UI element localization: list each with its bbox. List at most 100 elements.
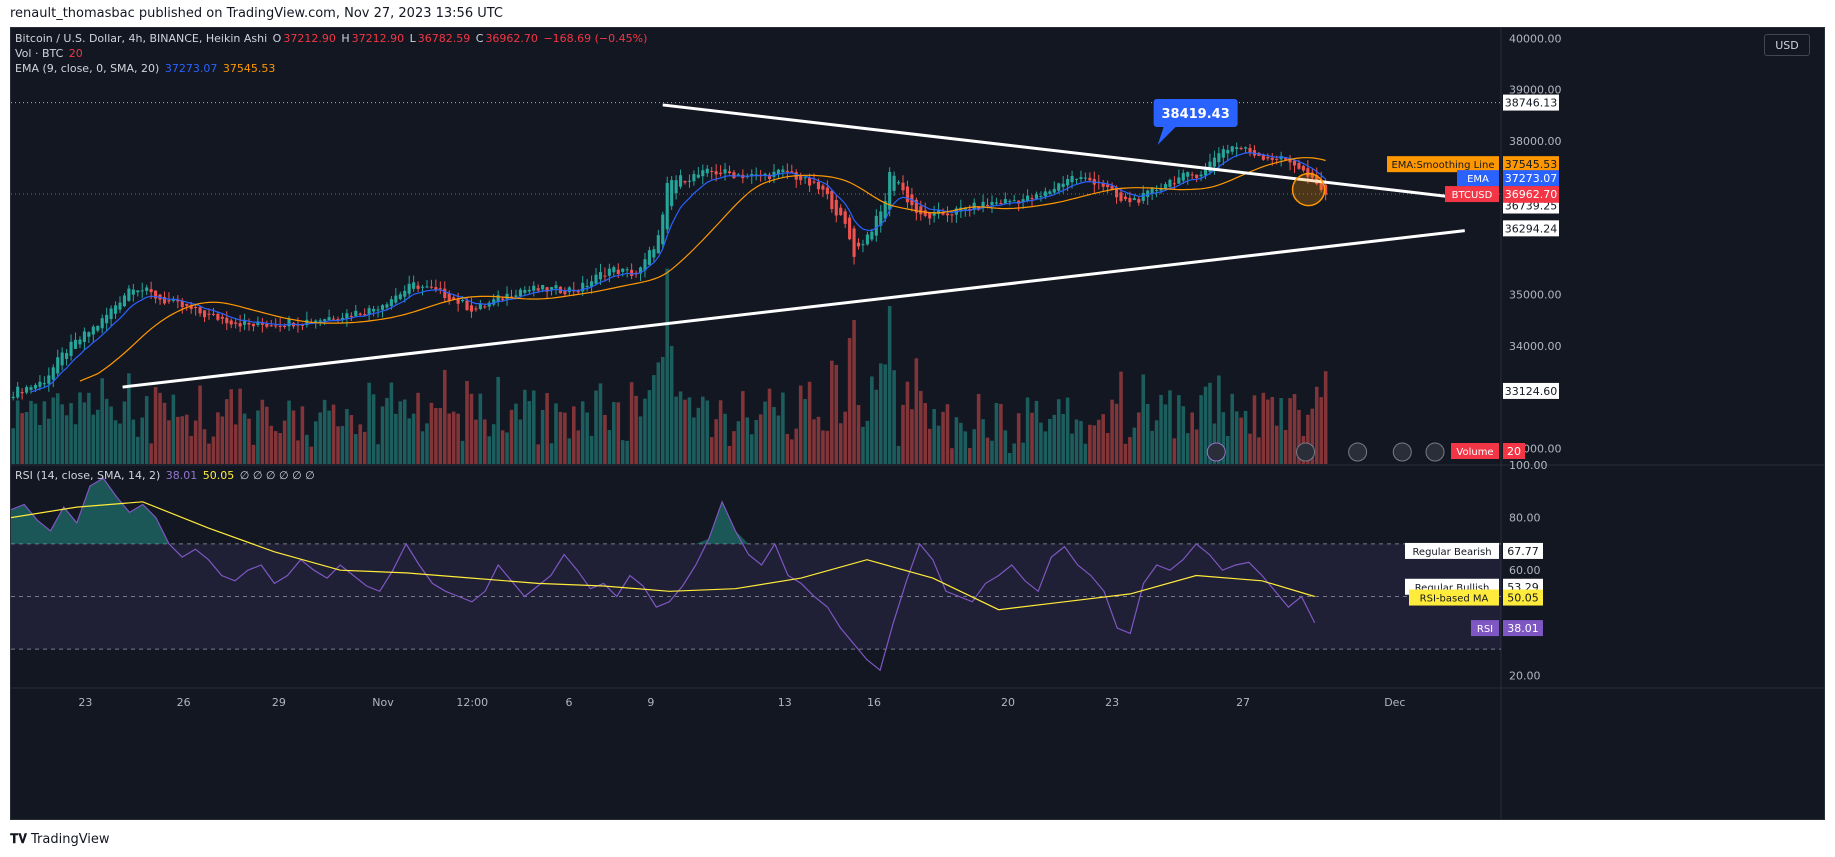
volume-bar bbox=[1274, 425, 1279, 464]
open-value: 37212.90 bbox=[283, 32, 336, 45]
candle-body bbox=[229, 320, 233, 325]
currency-button[interactable]: USD bbox=[1764, 34, 1810, 56]
volume-bar bbox=[629, 382, 634, 464]
volume-bar bbox=[1243, 410, 1248, 464]
volume-bar bbox=[976, 393, 981, 464]
volume-bar bbox=[1270, 397, 1275, 464]
volume-bar bbox=[758, 414, 763, 464]
volume-bar bbox=[1154, 420, 1159, 464]
volume-bar bbox=[1172, 438, 1177, 464]
price-tick-label: 39000.00 bbox=[1509, 84, 1562, 97]
candle-body bbox=[109, 308, 113, 320]
volume-bar bbox=[1181, 406, 1186, 464]
chart-svg[interactable]: 40000.00 39000.00 38000.00 35000.00 34000.00… bbox=[11, 28, 1824, 819]
volume-bar bbox=[554, 403, 558, 464]
candle-body bbox=[514, 295, 518, 297]
symbol-label: Bitcoin / U.S. Dollar, 4h, BINANCE, Heik… bbox=[15, 32, 268, 45]
volume-bar bbox=[158, 392, 162, 464]
volume-bar bbox=[402, 399, 407, 464]
candle-body bbox=[474, 308, 478, 310]
candles bbox=[11, 142, 1328, 401]
volume-bar bbox=[1016, 413, 1021, 464]
candle-body bbox=[42, 383, 46, 385]
volume-bar bbox=[1159, 394, 1163, 464]
candle-body bbox=[1319, 179, 1323, 191]
volume-bar bbox=[483, 419, 487, 464]
volume-bar bbox=[55, 393, 60, 464]
volume-bar bbox=[247, 418, 251, 464]
candle-body bbox=[287, 319, 291, 327]
volume-bar bbox=[919, 390, 923, 464]
volume-bar bbox=[100, 378, 104, 464]
indicator-tag-name: EMA bbox=[1467, 174, 1489, 185]
event-flag-icon bbox=[1296, 442, 1316, 462]
candle-body bbox=[131, 289, 135, 295]
candle-body bbox=[532, 285, 536, 291]
candle-body bbox=[216, 313, 220, 320]
volume-bar bbox=[20, 413, 24, 464]
rsi-tag-value-box bbox=[1503, 542, 1543, 559]
volume-bar bbox=[741, 391, 745, 464]
candle-body bbox=[29, 387, 33, 390]
volume-bar bbox=[104, 398, 109, 464]
volume-bar bbox=[113, 420, 118, 464]
volume-bar bbox=[220, 416, 225, 464]
volume-bar bbox=[763, 401, 767, 464]
volume-bar bbox=[1230, 393, 1235, 464]
candle-body bbox=[656, 235, 660, 254]
candle-body bbox=[385, 304, 389, 308]
close-value: 36962.70 bbox=[485, 32, 538, 45]
volume-label: Vol · BTC bbox=[15, 47, 64, 60]
volume-tag-value: 20 bbox=[1507, 445, 1521, 458]
volume-bar bbox=[812, 419, 816, 464]
candle-body bbox=[247, 322, 251, 325]
volume-bar bbox=[425, 423, 429, 464]
rsi-line bbox=[11, 477, 1316, 672]
candle-body bbox=[585, 285, 589, 288]
candle-body bbox=[1275, 158, 1279, 160]
rsi-tag-value: 50.05 bbox=[1507, 592, 1539, 605]
candle-body bbox=[469, 305, 474, 312]
candle-body bbox=[340, 317, 345, 320]
volume-bar bbox=[305, 434, 309, 464]
volume-bar bbox=[714, 419, 718, 464]
volume-bar bbox=[665, 268, 669, 464]
price-label-box bbox=[1503, 94, 1559, 111]
volume-bar bbox=[278, 433, 282, 464]
volume-bar bbox=[336, 426, 340, 464]
volume-bar bbox=[625, 440, 629, 464]
candle-body bbox=[1292, 160, 1297, 166]
chart-area[interactable]: 40000.00 39000.00 38000.00 35000.00 34000.00… bbox=[10, 27, 1825, 820]
high-label: H bbox=[341, 32, 350, 45]
volume-bar bbox=[82, 402, 87, 464]
volume-bar bbox=[1132, 427, 1137, 464]
volume-bar bbox=[434, 407, 438, 464]
volume-bar bbox=[727, 445, 732, 464]
candle-body bbox=[679, 175, 683, 187]
volume-bar bbox=[834, 364, 839, 464]
volume-bar bbox=[29, 400, 33, 464]
volume-bar bbox=[1012, 443, 1017, 464]
volume-bar bbox=[233, 424, 238, 464]
candle-body bbox=[563, 290, 567, 295]
candle-body bbox=[616, 269, 620, 275]
rsi-label: RSI (14, close, SMA, 14, 2) bbox=[15, 469, 161, 482]
candle-body bbox=[1101, 182, 1105, 187]
indicator-tag-name: EMA:Smoothing Line bbox=[1391, 160, 1494, 171]
volume-bar bbox=[594, 390, 598, 464]
volume-bar bbox=[572, 406, 576, 464]
price-tick-label: 40000.00 bbox=[1509, 32, 1562, 45]
legend-volume: Vol · BTC 20 bbox=[15, 47, 85, 60]
volume-bar bbox=[371, 394, 376, 464]
candle-body bbox=[603, 275, 607, 277]
ema-line bbox=[30, 152, 1327, 393]
candle-body bbox=[82, 331, 86, 342]
volume-bar bbox=[127, 373, 131, 464]
footer-logo-text: TradingView bbox=[31, 832, 110, 847]
candle-body bbox=[367, 308, 371, 315]
indicator-tag-box bbox=[1445, 186, 1499, 203]
volume-bar bbox=[732, 431, 736, 464]
candle-body bbox=[363, 314, 367, 316]
volume-bar bbox=[229, 389, 234, 464]
volume-bar bbox=[660, 356, 665, 464]
